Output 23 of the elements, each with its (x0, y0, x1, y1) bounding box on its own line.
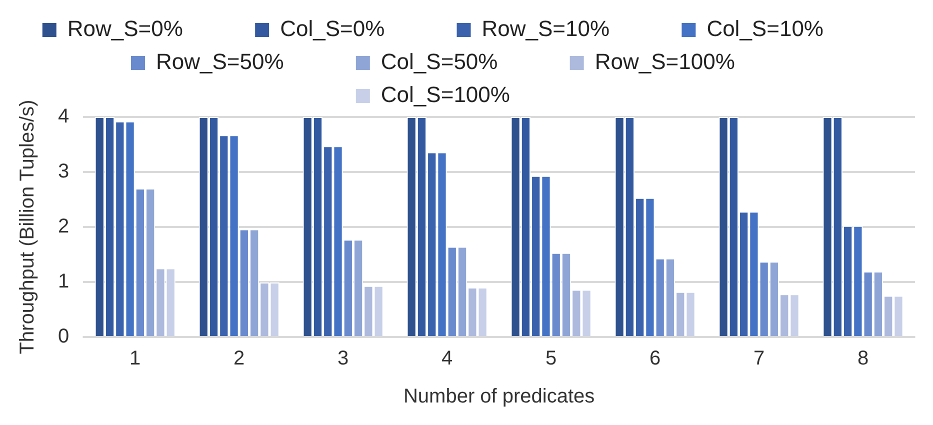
legend-label: Row_S=50% (156, 49, 345, 74)
y-tick-label: 0 (58, 326, 70, 348)
y-tick-label: 1 (58, 270, 70, 293)
legend-label: Row_S=100% (594, 49, 796, 74)
y-tick-label: 2 (58, 216, 70, 238)
y-tick-label: 4 (58, 106, 70, 128)
y-tick-label: 3 (58, 160, 70, 183)
legend-label: Col_S=50% (380, 49, 559, 74)
x-tick-label: 4 (442, 348, 453, 370)
legend-label: Col_S=100% (380, 82, 572, 108)
x-axis-title: Number of predicates (403, 386, 595, 408)
legend-label: Col_S=0% (280, 16, 446, 42)
y-axis-title: Throughput (Billion Tuples/s) (16, 100, 39, 354)
x-tick-label: 8 (857, 348, 869, 370)
x-tick-label: 3 (338, 348, 349, 370)
x-tick-label: 2 (234, 348, 245, 370)
x-tick-label: 5 (545, 348, 557, 370)
legend-label: Col_S=10% (706, 16, 885, 42)
x-tick-label: 6 (649, 348, 661, 370)
legend-label: Row_S=0% (67, 16, 244, 42)
x-tick-label: 7 (753, 348, 765, 370)
legend-label: Row_S=10% (482, 16, 671, 42)
x-tick-label: 1 (130, 348, 141, 370)
